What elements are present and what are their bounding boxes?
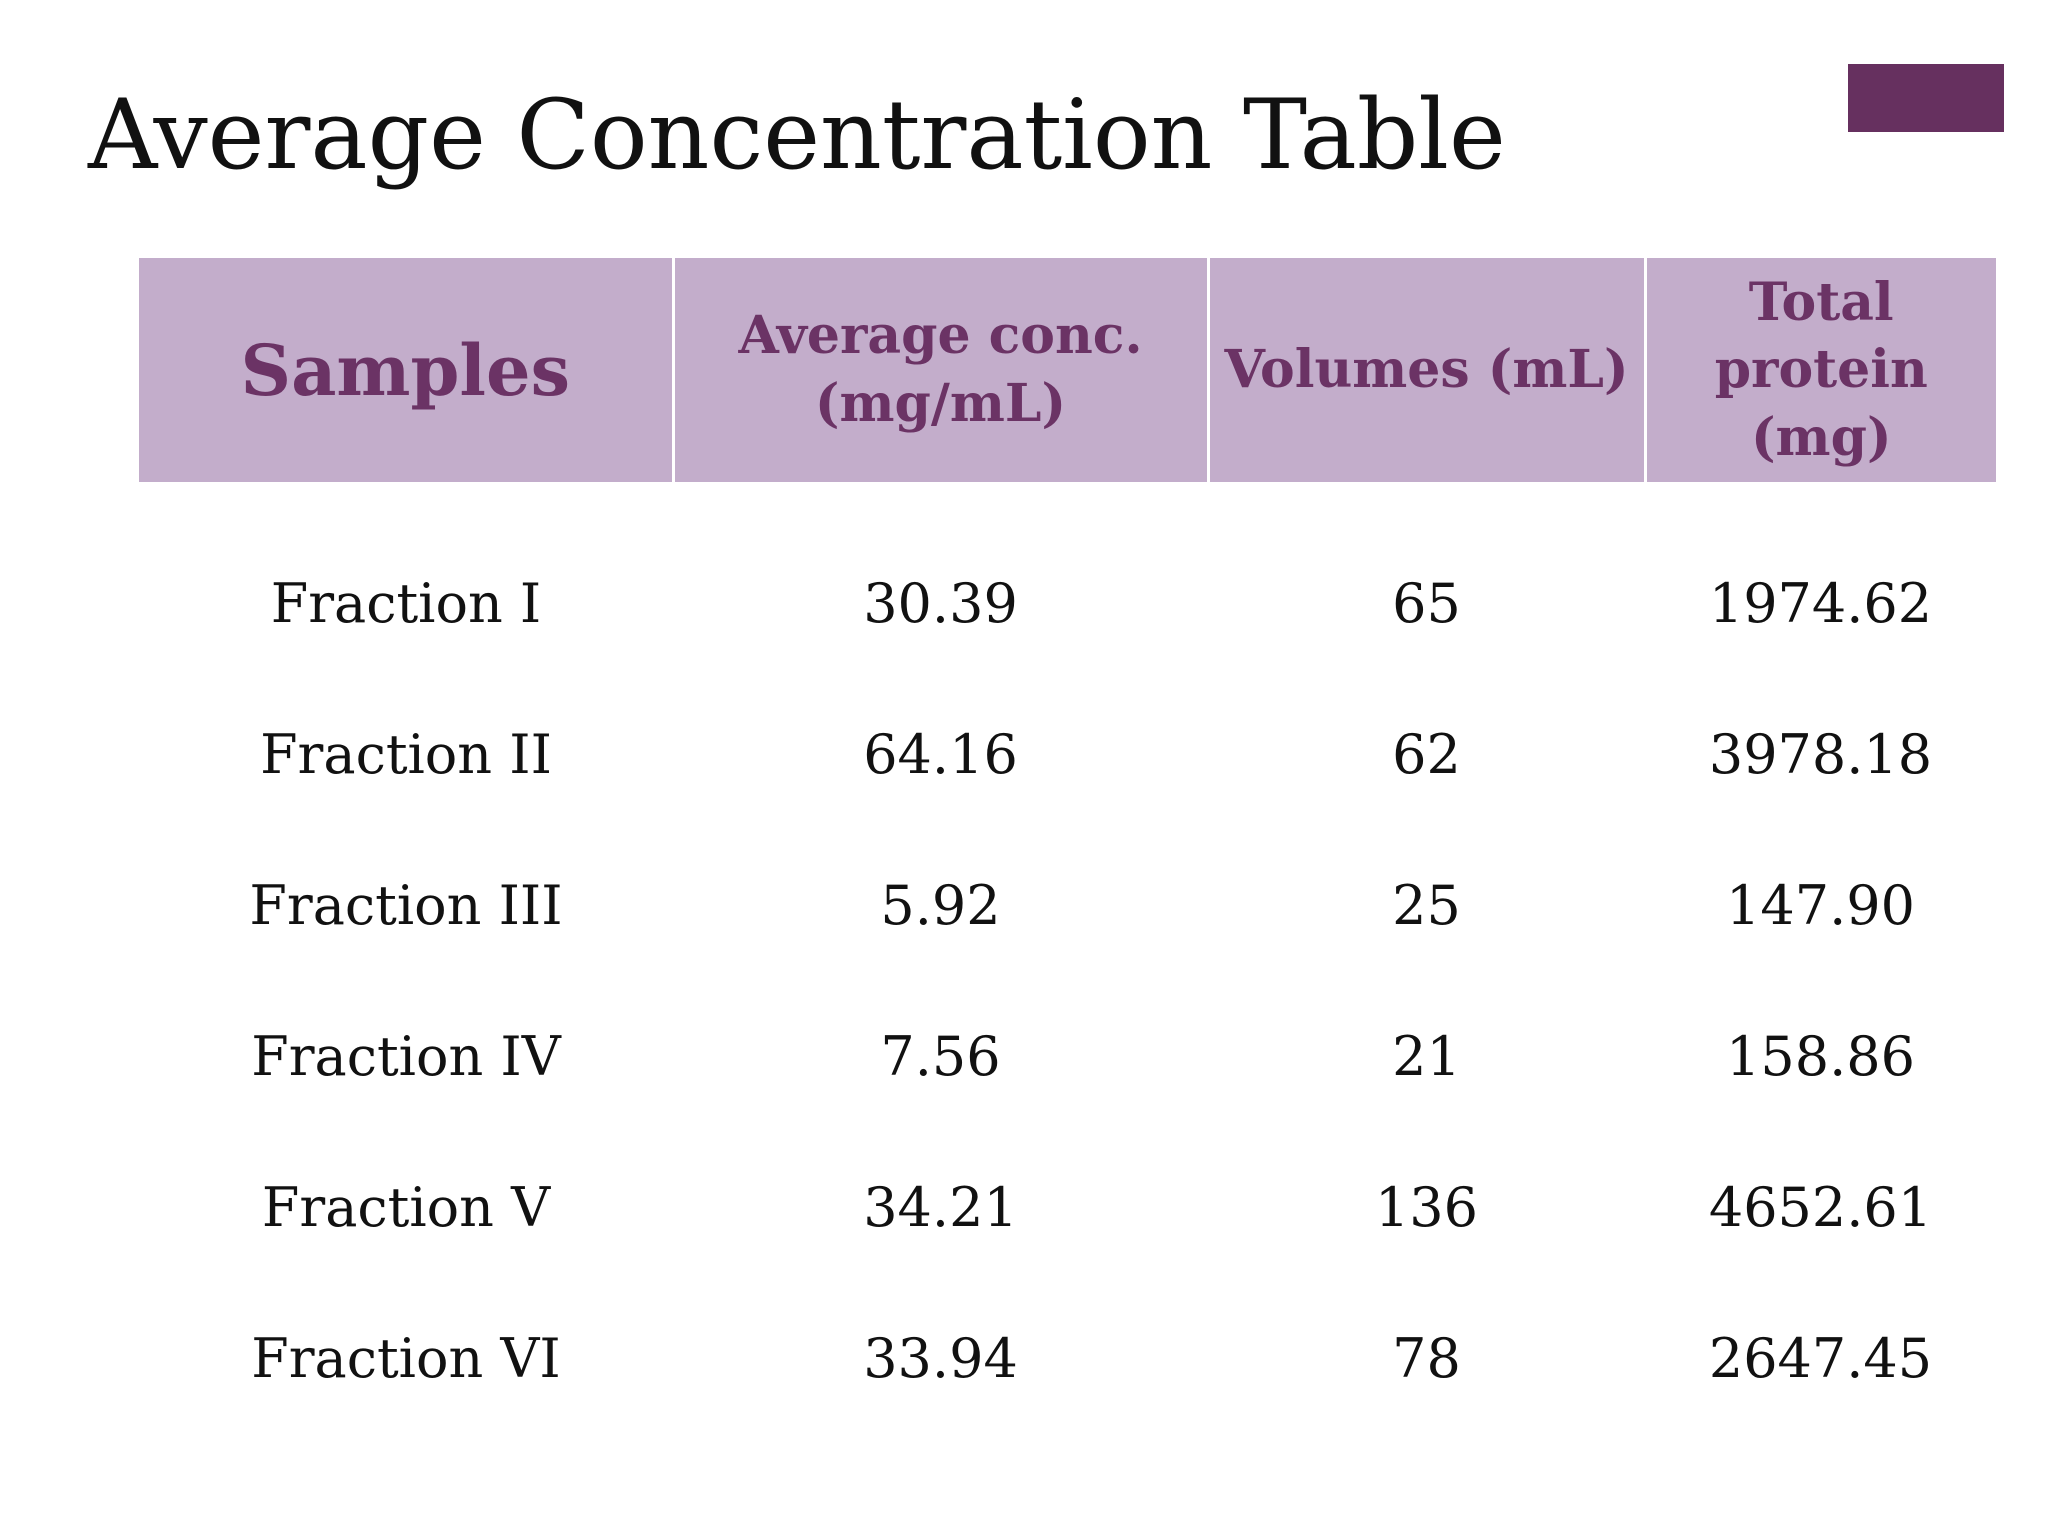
concentration-table: Samples Average conc. (mg/mL) Volumes (m…	[139, 258, 1996, 1434]
cell-volume: 62	[1392, 723, 1461, 786]
cell-total-protein: 1974.62	[1708, 572, 1933, 635]
cell-volume: 21	[1392, 1025, 1461, 1088]
table-header-row: Samples Average conc. (mg/mL) Volumes (m…	[139, 258, 1996, 482]
table-row: Fraction II 64.16 62 3978.18	[139, 679, 1996, 830]
cell-average-conc: 34.21	[863, 1176, 1018, 1239]
cell-total-protein: 3978.18	[1708, 723, 1933, 786]
header-samples: Samples	[139, 258, 673, 482]
table-row: Fraction IV 7.56 21 158.86	[139, 981, 1996, 1132]
cell-average-conc: 33.94	[863, 1327, 1018, 1390]
table-spacer	[139, 482, 1996, 528]
cell-average-conc: 5.92	[880, 874, 1001, 937]
cell-sample: Fraction I	[270, 572, 542, 635]
table-row: Fraction V 34.21 136 4652.61	[139, 1132, 1996, 1283]
table-row: Fraction I 30.39 65 1974.62	[139, 528, 1996, 679]
cell-sample: Fraction III	[249, 874, 563, 937]
cell-volume: 78	[1392, 1327, 1461, 1390]
cell-volume: 25	[1392, 874, 1461, 937]
table-row: Fraction III 5.92 25 147.90	[139, 830, 1996, 981]
cell-total-protein: 158.86	[1726, 1025, 1915, 1088]
cell-sample: Fraction V	[261, 1176, 551, 1239]
cell-total-protein: 2647.45	[1708, 1327, 1933, 1390]
header-total-protein: Total protein (mg)	[1643, 258, 1996, 482]
cell-average-conc: 30.39	[863, 572, 1018, 635]
cell-total-protein: 147.90	[1726, 874, 1915, 937]
header-volumes: Volumes (mL)	[1206, 258, 1645, 482]
cell-average-conc: 7.56	[880, 1025, 1001, 1088]
slide-title: Average Concentration Table	[88, 79, 1506, 191]
header-average-conc: Average conc. (mg/mL)	[671, 258, 1208, 482]
cell-average-conc: 64.16	[863, 723, 1018, 786]
cell-total-protein: 4652.61	[1708, 1176, 1933, 1239]
table-row: Fraction VI 33.94 78 2647.45	[139, 1283, 1996, 1434]
accent-bar	[1848, 64, 2004, 132]
cell-volume: 65	[1392, 572, 1461, 635]
cell-sample: Fraction II	[260, 723, 552, 786]
cell-sample: Fraction VI	[251, 1327, 561, 1390]
cell-volume: 136	[1374, 1176, 1479, 1239]
cell-sample: Fraction IV	[251, 1025, 561, 1088]
